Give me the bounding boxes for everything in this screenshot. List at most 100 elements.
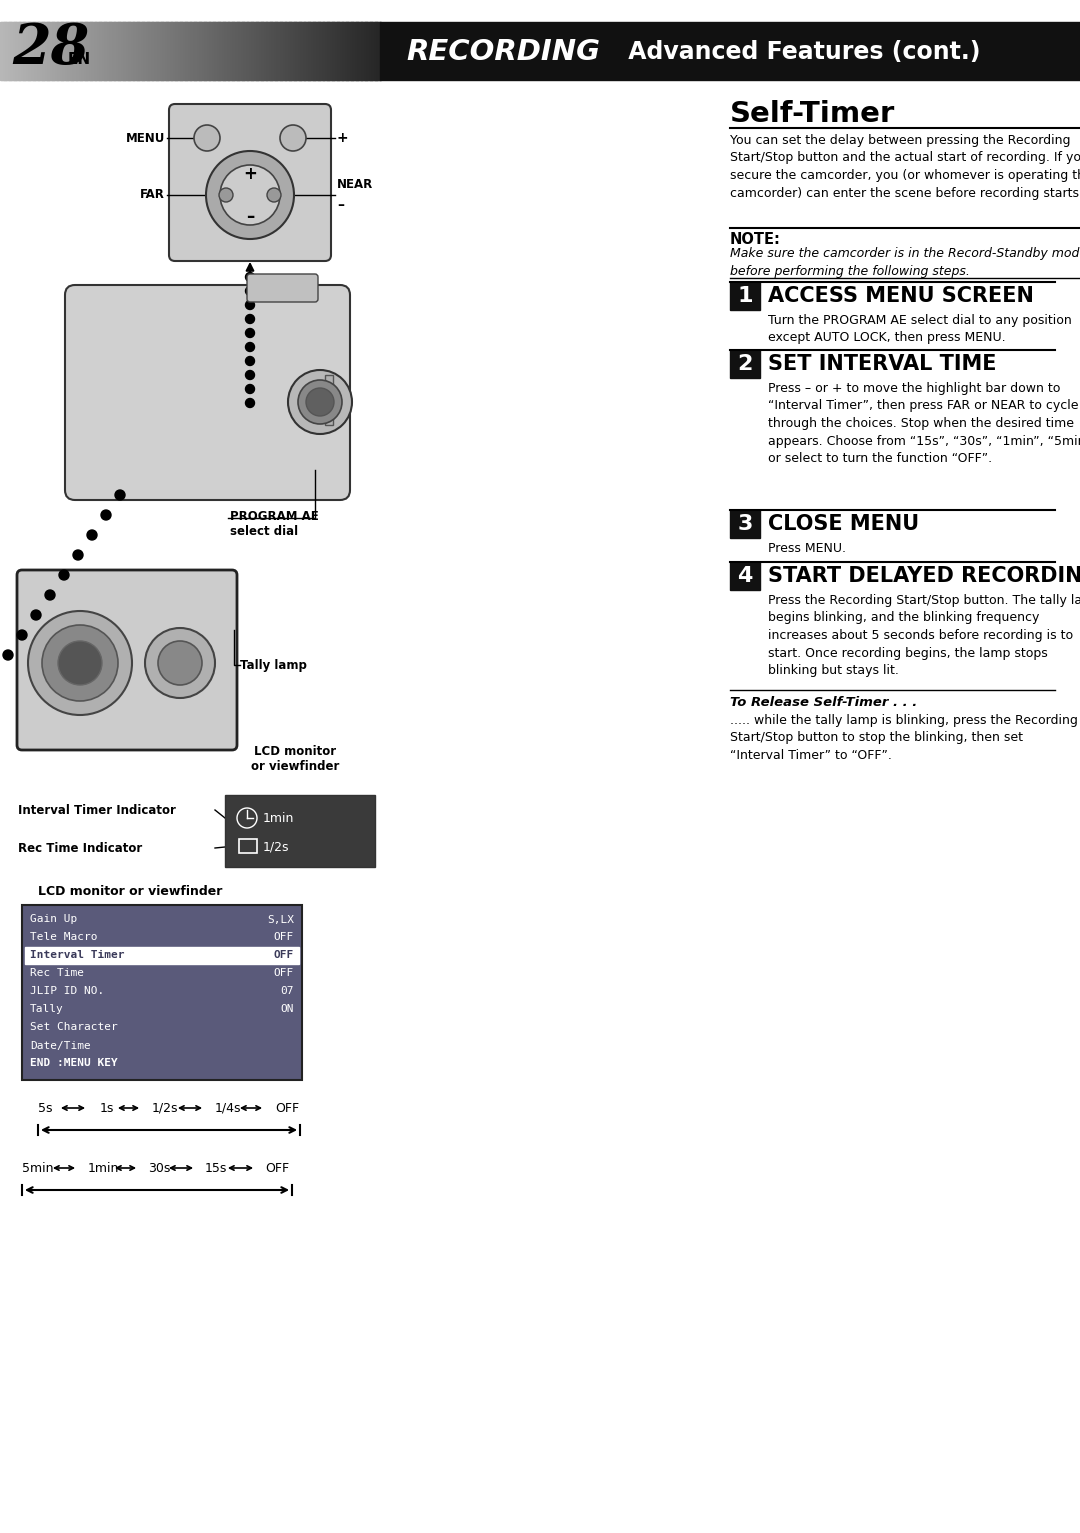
Bar xyxy=(270,21,272,80)
Text: 1/4s: 1/4s xyxy=(215,1102,242,1114)
Bar xyxy=(343,21,346,80)
Bar xyxy=(239,839,257,852)
Bar xyxy=(238,21,241,80)
Bar xyxy=(364,21,366,80)
Bar xyxy=(310,21,312,80)
Bar xyxy=(362,21,365,80)
Circle shape xyxy=(114,491,125,500)
Bar xyxy=(249,21,252,80)
Bar xyxy=(80,21,82,80)
Bar xyxy=(148,21,150,80)
Bar xyxy=(104,21,106,80)
Bar xyxy=(293,21,295,80)
Bar xyxy=(200,21,202,80)
Bar xyxy=(157,21,160,80)
Bar xyxy=(188,21,190,80)
Bar xyxy=(199,21,201,80)
Circle shape xyxy=(220,166,280,225)
Bar xyxy=(271,21,273,80)
Bar xyxy=(325,21,328,80)
Bar xyxy=(135,21,138,80)
Bar xyxy=(379,21,381,80)
Bar xyxy=(111,21,113,80)
Bar xyxy=(237,21,239,80)
Bar xyxy=(41,21,43,80)
Bar xyxy=(39,21,41,80)
Bar xyxy=(137,21,139,80)
Bar xyxy=(62,21,65,80)
Text: Gain Up: Gain Up xyxy=(30,915,78,924)
Text: –: – xyxy=(337,198,345,212)
Circle shape xyxy=(245,300,255,310)
Bar xyxy=(285,21,287,80)
Bar xyxy=(230,21,233,80)
Bar xyxy=(351,21,353,80)
Bar xyxy=(140,21,143,80)
Bar xyxy=(93,21,95,80)
Bar xyxy=(198,21,200,80)
Bar xyxy=(25,21,28,80)
Bar xyxy=(730,350,760,379)
Bar xyxy=(167,21,170,80)
Bar xyxy=(90,21,92,80)
Bar xyxy=(156,21,158,80)
Bar xyxy=(54,21,57,80)
Bar xyxy=(298,21,300,80)
Bar xyxy=(259,21,262,80)
Circle shape xyxy=(145,629,215,698)
Bar xyxy=(222,21,226,80)
Bar xyxy=(359,21,361,80)
Bar xyxy=(153,21,156,80)
Bar xyxy=(240,21,242,80)
FancyBboxPatch shape xyxy=(65,285,350,500)
Bar xyxy=(248,21,251,80)
Circle shape xyxy=(59,570,69,579)
Bar xyxy=(287,21,289,80)
Circle shape xyxy=(73,550,83,560)
Bar xyxy=(356,21,359,80)
Bar xyxy=(375,21,377,80)
Bar xyxy=(105,21,107,80)
Bar xyxy=(292,21,294,80)
Bar xyxy=(170,21,172,80)
Bar xyxy=(75,21,77,80)
Bar xyxy=(154,21,157,80)
Bar xyxy=(175,21,177,80)
Bar xyxy=(50,21,52,80)
Bar xyxy=(127,21,131,80)
Bar xyxy=(66,21,68,80)
Bar xyxy=(269,21,271,80)
Bar xyxy=(218,21,220,80)
Bar xyxy=(378,21,380,80)
Bar xyxy=(214,21,216,80)
Bar xyxy=(336,21,338,80)
Bar xyxy=(4,21,6,80)
Circle shape xyxy=(194,126,220,150)
Bar xyxy=(273,21,275,80)
Bar xyxy=(210,21,212,80)
Bar xyxy=(225,796,375,868)
Bar xyxy=(171,21,173,80)
Bar xyxy=(330,21,333,80)
Bar xyxy=(345,21,347,80)
Text: Turn the PROGRAM AE select dial to any position
except AUTO LOCK, then press MEN: Turn the PROGRAM AE select dial to any p… xyxy=(768,314,1071,345)
Bar xyxy=(102,21,104,80)
Bar xyxy=(126,21,129,80)
Bar xyxy=(46,21,49,80)
Text: JLIP ID NO.: JLIP ID NO. xyxy=(30,987,105,996)
Bar xyxy=(342,21,345,80)
Bar xyxy=(58,21,60,80)
Bar xyxy=(730,510,760,538)
Bar xyxy=(19,21,22,80)
Bar xyxy=(376,21,378,80)
Bar xyxy=(288,21,292,80)
Text: SET INTERVAL TIME: SET INTERVAL TIME xyxy=(768,354,997,374)
Bar xyxy=(267,21,270,80)
Bar xyxy=(191,21,193,80)
Bar xyxy=(283,21,285,80)
Circle shape xyxy=(42,625,118,701)
Bar xyxy=(29,21,31,80)
Text: 1/2s: 1/2s xyxy=(152,1102,178,1114)
Bar xyxy=(160,21,162,80)
Bar xyxy=(118,21,120,80)
